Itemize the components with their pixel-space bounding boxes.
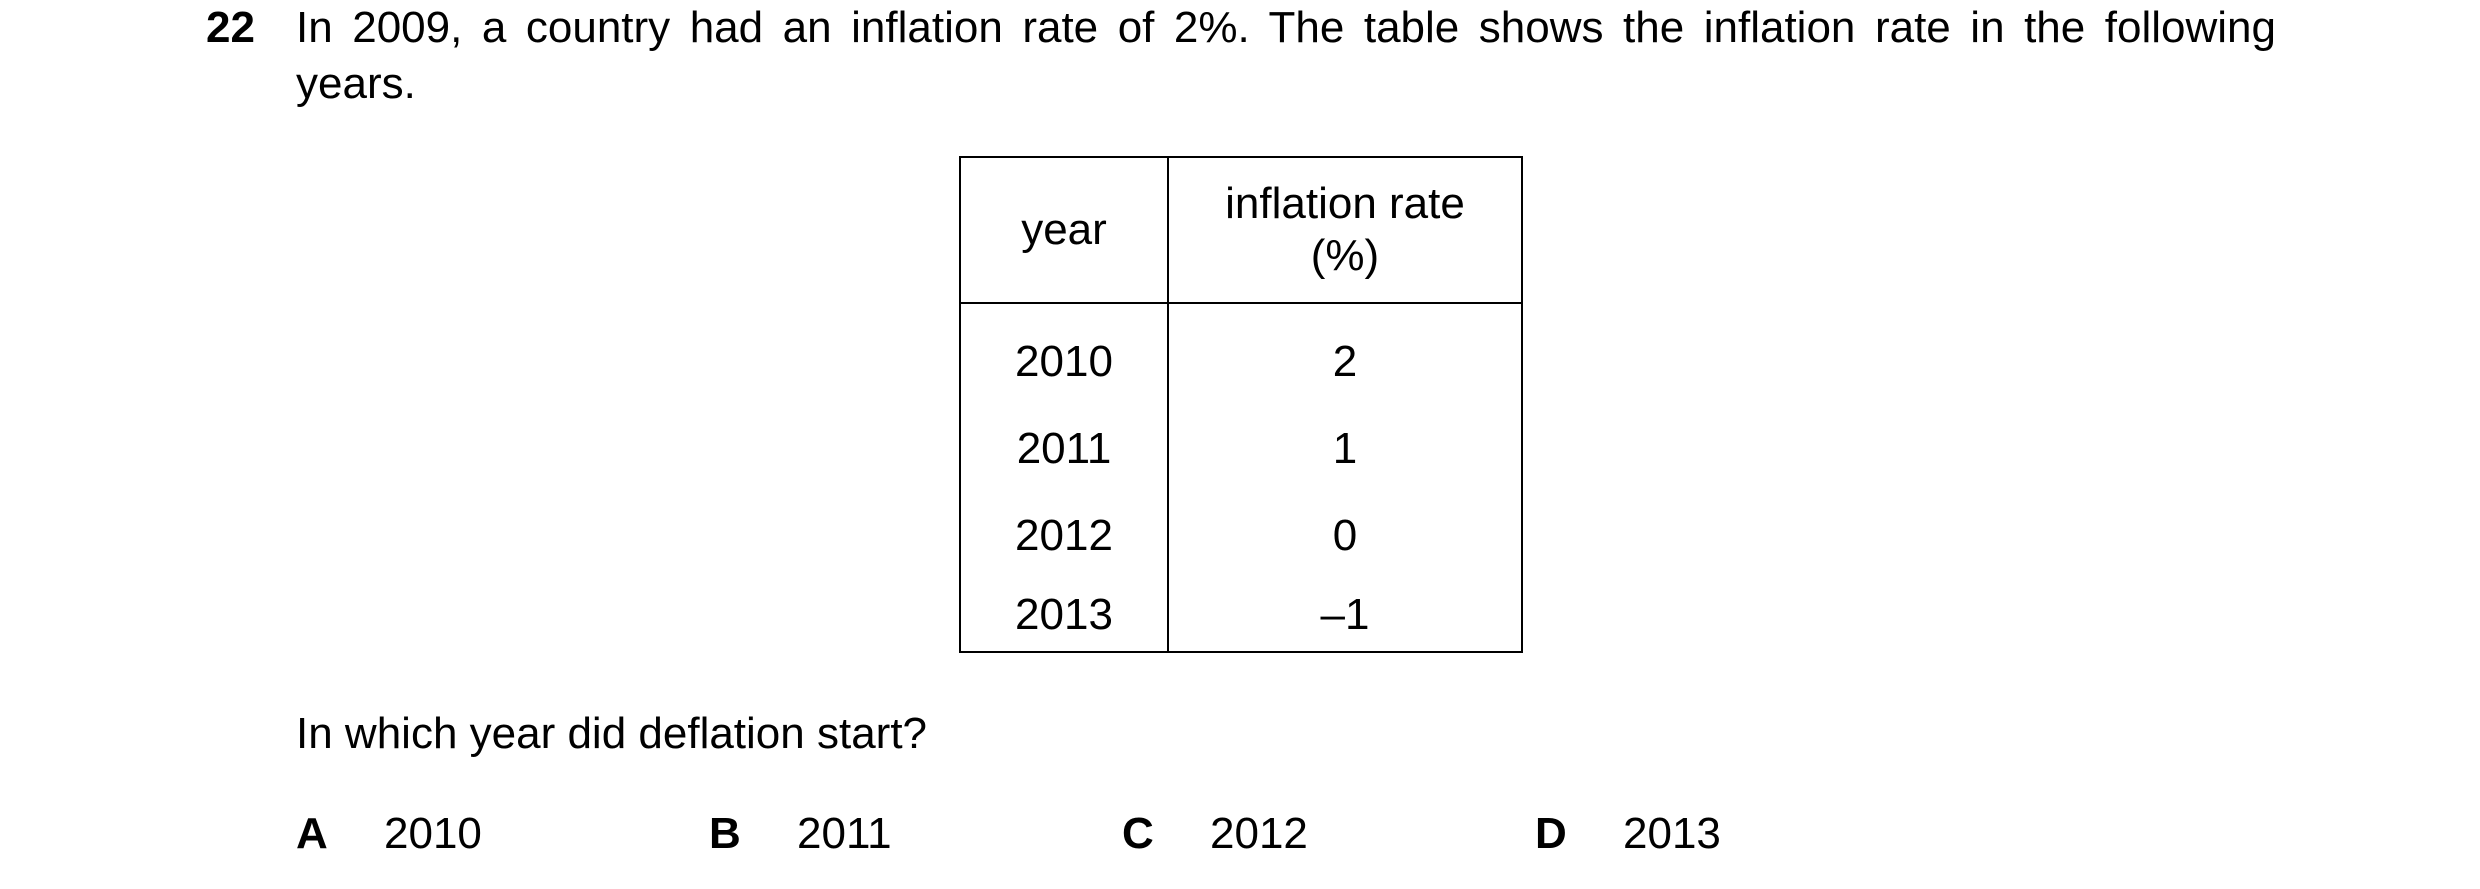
cell-year: 2010 bbox=[959, 303, 1169, 405]
option-letter: D bbox=[1535, 809, 1567, 858]
header-year: year bbox=[959, 156, 1169, 304]
option-letter: A bbox=[296, 809, 328, 858]
cell-year: 2011 bbox=[959, 405, 1169, 492]
option-b[interactable]: B 2011 bbox=[709, 806, 892, 862]
option-text: 2010 bbox=[384, 809, 482, 858]
table-header-row: year inflation rate (%) bbox=[959, 156, 1523, 304]
cell-rate: 1 bbox=[1167, 405, 1523, 492]
option-letter: B bbox=[709, 809, 741, 858]
cell-rate: –1 bbox=[1167, 579, 1523, 653]
header-inflation-rate-line2: (%) bbox=[1310, 231, 1380, 280]
table-row: 2011 1 bbox=[959, 405, 1523, 492]
option-text: 2011 bbox=[797, 809, 892, 858]
option-a[interactable]: A 2010 bbox=[296, 806, 482, 862]
option-d[interactable]: D 2013 bbox=[1535, 806, 1721, 862]
option-c[interactable]: C 2012 bbox=[1122, 806, 1308, 862]
table-row: 2013 –1 bbox=[959, 579, 1523, 653]
option-letter: C bbox=[1122, 809, 1154, 858]
question-number: 22 bbox=[206, 3, 255, 52]
header-inflation-rate-line1: inflation rate bbox=[1225, 179, 1465, 228]
option-text: 2013 bbox=[1623, 809, 1721, 858]
cell-year: 2012 bbox=[959, 492, 1169, 579]
cell-rate: 2 bbox=[1167, 303, 1523, 405]
header-inflation-rate: inflation rate (%) bbox=[1167, 156, 1523, 304]
inflation-table: year inflation rate (%) 2010 2 2011 1 20… bbox=[959, 156, 1523, 653]
question-prompt: In which year did deflation start? bbox=[296, 709, 928, 758]
table-row: 2012 0 bbox=[959, 492, 1523, 579]
question-stem: In 2009, a country had an inflation rate… bbox=[296, 3, 2276, 108]
cell-year: 2013 bbox=[959, 579, 1169, 653]
cell-rate: 0 bbox=[1167, 492, 1523, 579]
table-row: 2010 2 bbox=[959, 303, 1523, 405]
option-text: 2012 bbox=[1210, 809, 1308, 858]
